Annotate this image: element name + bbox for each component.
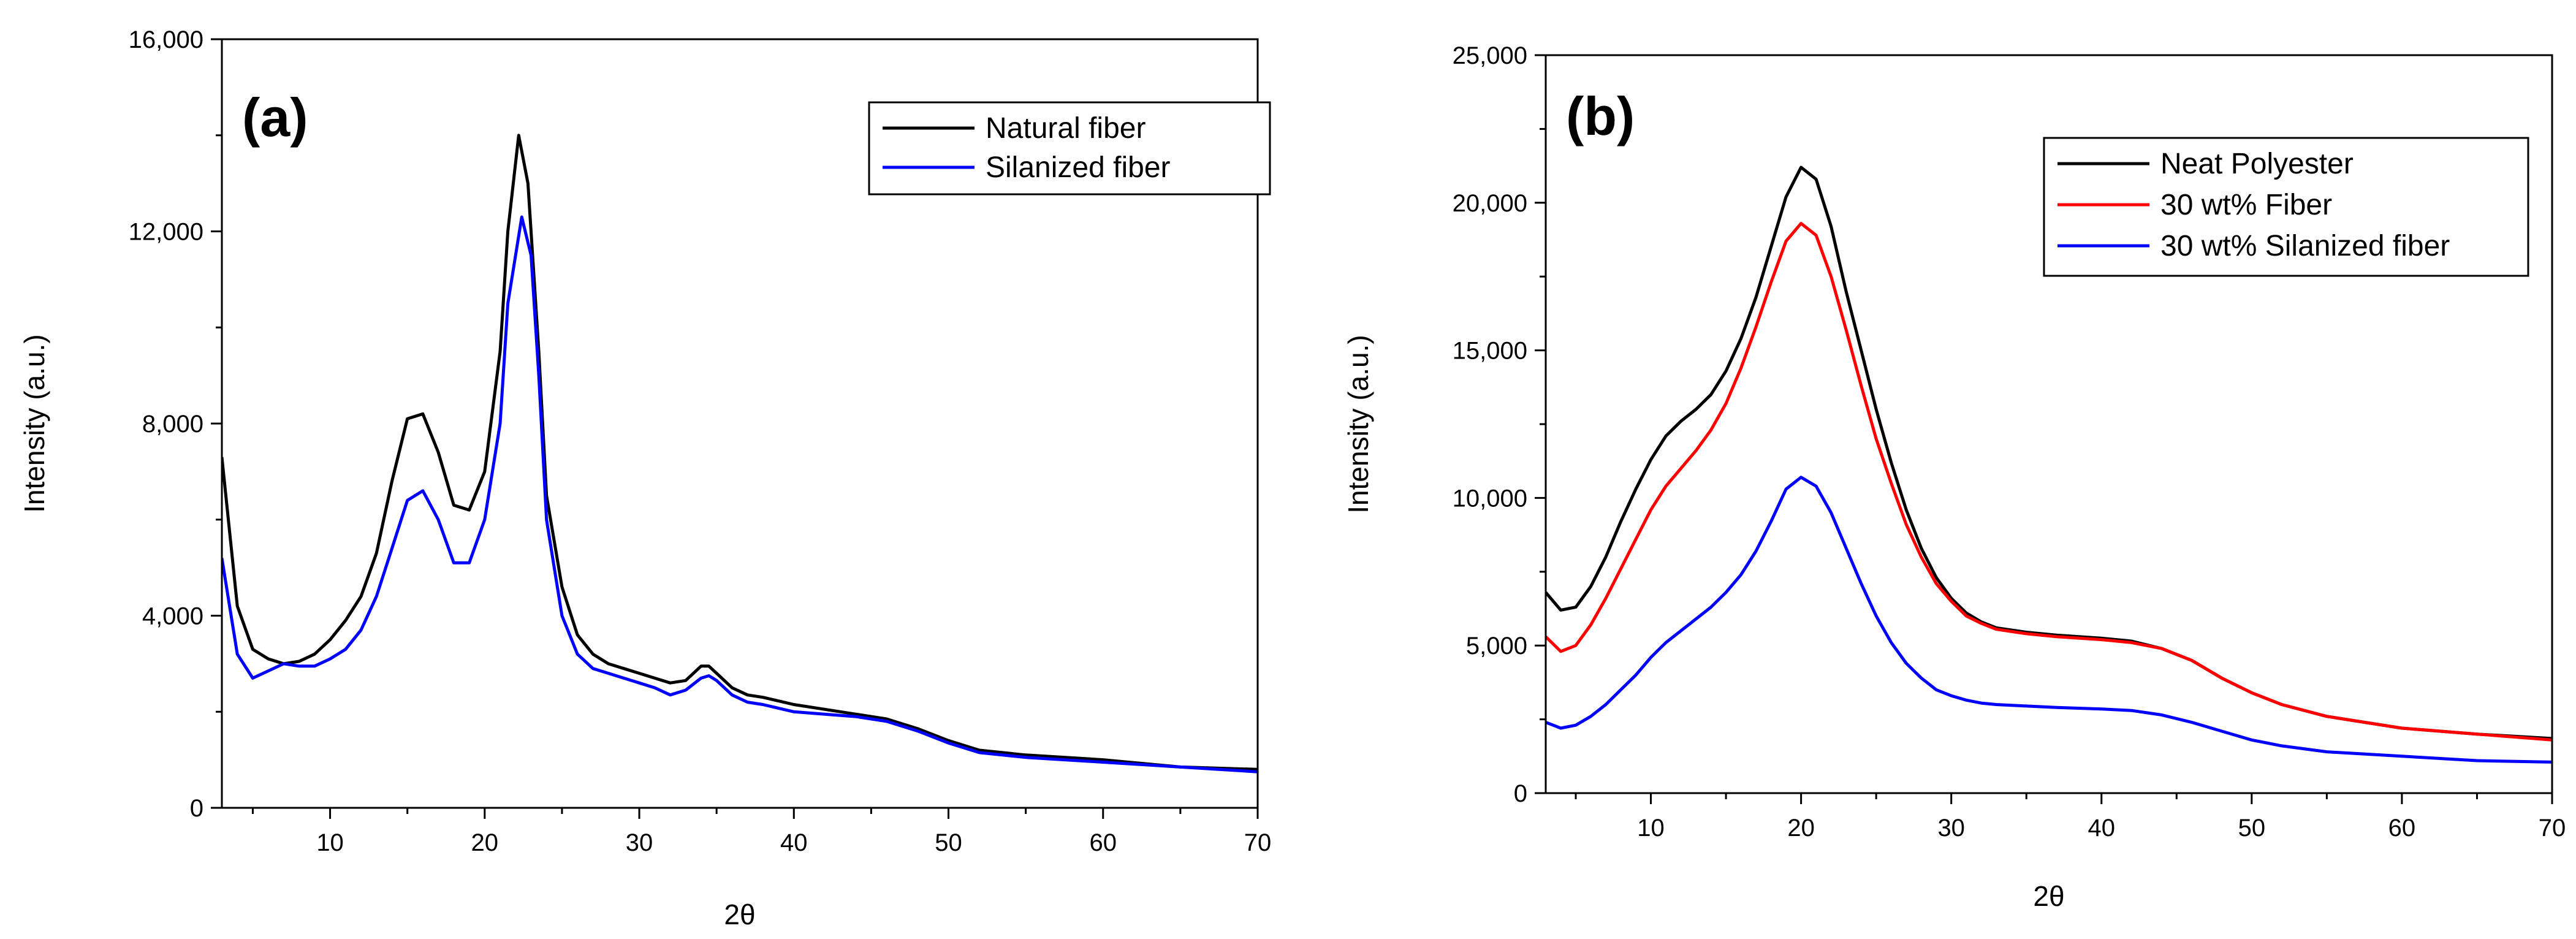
x-tick-label: 70: [2539, 815, 2566, 842]
legend-label: 30 wt% Silanized fiber: [2160, 230, 2450, 262]
x-axis-title: 2θ: [724, 899, 755, 930]
legend-label: Neat Polyester: [2160, 148, 2354, 180]
legend-box: [868, 101, 1271, 196]
panel-label: (b): [1566, 86, 1635, 146]
y-tick-label: 20,000: [1453, 190, 1527, 217]
y-axis-title: Intensity (a.u.): [18, 334, 50, 512]
legend-label: 30 wt% Fiber: [2160, 189, 2332, 221]
y-axis-title: Intensity (a.u.): [1342, 335, 1374, 513]
y-tick-label: 4,000: [142, 603, 203, 630]
y-tick-label: 16,000: [129, 26, 203, 53]
chart-panel-b: 10 20 30 40 50 60 70 0 5,000 10,000 15,000 20,000 25…: [1342, 42, 2566, 912]
series-line-30-wt-fiber: [1546, 222, 2552, 742]
series-line-natural-fiber: [222, 134, 1258, 771]
x-tick-label: 60: [1090, 829, 1117, 856]
legend-label: Natural fiber: [986, 112, 1146, 145]
x-tick-label: 20: [1787, 815, 1815, 842]
legend-label: Silanized fiber: [986, 151, 1171, 184]
y-tick-label: 0: [190, 795, 203, 822]
panel-label: (a): [242, 87, 308, 148]
y-tick-label: 10,000: [1453, 485, 1527, 512]
y-tick-label: 15,000: [1453, 338, 1527, 365]
y-tick-label: 25,000: [1453, 42, 1527, 69]
x-tick-label: 70: [1244, 829, 1272, 856]
y-tick-label: 5,000: [1466, 633, 1527, 660]
x-tick-label: 10: [316, 829, 344, 856]
legend-box: [2043, 137, 2529, 277]
y-tick-label: 12,000: [129, 219, 203, 246]
x-tick-label: 30: [1937, 815, 1965, 842]
x-tick-label: 30: [626, 829, 653, 856]
x-tick-label: 10: [1637, 815, 1665, 842]
x-tick-label: 50: [2238, 815, 2266, 842]
x-tick-label: 40: [2088, 815, 2116, 842]
series-line-30-wt-silanized-fiber: [1546, 476, 2552, 764]
x-tick-label: 20: [471, 829, 499, 856]
y-tick-label: 8,000: [142, 411, 203, 438]
x-tick-label: 50: [935, 829, 962, 856]
chart-panel-a: 10 20 30 40 50 60 70 0 4,000 8,000 12,000 16,000 2θ I…: [18, 26, 1271, 930]
x-axis-title: 2θ: [2033, 880, 2064, 912]
series-line-silanized-fiber: [222, 215, 1258, 774]
y-tick-label: 0: [1514, 780, 1527, 807]
x-tick-label: 40: [780, 829, 808, 856]
x-tick-label: 60: [2388, 815, 2416, 842]
